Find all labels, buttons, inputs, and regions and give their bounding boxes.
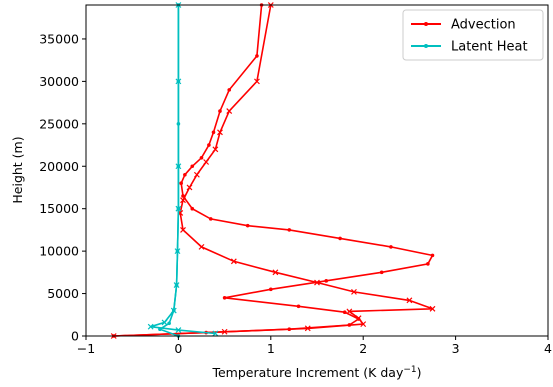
y-tick-label: 35000: [39, 31, 79, 46]
data-point: [360, 321, 367, 328]
data-point: [430, 253, 435, 258]
series-profile-1: [110, 2, 436, 339]
data-point: [351, 288, 357, 295]
data-point: [218, 109, 222, 113]
x-axis-label-close: ): [417, 365, 422, 380]
data-point: [186, 184, 193, 191]
data-point: [190, 164, 195, 169]
y-tick-label: 30000: [39, 74, 79, 89]
data-point: [212, 330, 219, 337]
data-point: [389, 245, 393, 249]
data-point: [355, 315, 362, 322]
data-point: [346, 308, 353, 315]
x-tick-label: 3: [452, 341, 460, 356]
data-point: [221, 328, 228, 335]
x-tick-label: 1: [267, 341, 275, 356]
data-point: [175, 205, 182, 212]
data-point: [193, 171, 200, 178]
data-point: [211, 130, 216, 135]
data-point: [230, 258, 237, 265]
data-point: [269, 287, 273, 292]
data-point: [254, 78, 260, 85]
x-tick-label: −1: [77, 341, 95, 356]
data-point: [199, 155, 204, 160]
data-point: [429, 305, 436, 312]
data-point: [180, 226, 186, 233]
data-point: [227, 88, 232, 92]
data-point: [207, 143, 211, 147]
data-point: [180, 197, 186, 204]
y-tick-label: 10000: [39, 244, 79, 259]
data-point: [183, 172, 187, 177]
data-point: [198, 243, 205, 250]
data-point: [296, 304, 301, 309]
data-point: [173, 282, 180, 289]
x-tick-label: 2: [359, 341, 367, 356]
data-point: [287, 228, 292, 232]
data-point: [245, 223, 250, 228]
y-tick-label: 0: [71, 329, 79, 344]
data-point: [175, 78, 182, 85]
y-tick-label: 20000: [39, 159, 79, 174]
x-tick-label: 0: [174, 341, 182, 356]
legend-item: Latent Heat: [411, 40, 528, 55]
data-point: [170, 307, 177, 314]
data-point: [426, 262, 430, 266]
y-tick-label: 15000: [39, 201, 79, 216]
data-point: [179, 181, 183, 186]
legend: Advection Latent Heat: [402, 9, 544, 61]
data-point: [226, 108, 233, 115]
data-point: [161, 319, 168, 326]
legend-label: Advection: [451, 18, 516, 33]
data-point: [174, 248, 181, 255]
legend-label: Latent Heat: [451, 40, 528, 55]
data-point: [324, 279, 329, 283]
x-axis-label: Temperature Increment (K day−1): [211, 365, 421, 380]
axes-layer: −1 0 1 2 3 4050001000015000200002500030000350…: [39, 4, 552, 356]
data-point: [272, 269, 279, 276]
y-tick-label: 5000: [47, 286, 79, 301]
legend-box: [402, 9, 544, 61]
data-point: [147, 323, 154, 330]
y-axis-label: Height (m): [10, 136, 25, 203]
data-point: [175, 163, 182, 170]
legend-marker: [424, 44, 428, 48]
data-point: [212, 146, 219, 153]
data-point: [208, 217, 213, 221]
data-point: [167, 321, 171, 326]
series-profile-3: [147, 2, 219, 337]
x-axis-label-exponent: −1: [403, 365, 416, 375]
series-layer: [110, 2, 436, 339]
data-point: [342, 310, 347, 315]
data-point: [314, 279, 320, 286]
data-point: [190, 206, 195, 211]
data-point: [406, 297, 413, 304]
data-point: [379, 270, 384, 275]
x-tick-label: 4: [544, 341, 552, 356]
data-point: [255, 54, 259, 58]
data-point: [304, 325, 311, 332]
y-tick-label: 25000: [39, 116, 79, 131]
data-point: [203, 159, 210, 165]
plot-frame: [85, 4, 549, 337]
data-point: [175, 327, 182, 333]
data-point: [338, 236, 342, 241]
data-point: [222, 296, 227, 300]
legend-item: Advection: [411, 18, 516, 33]
legend-marker: [424, 22, 428, 26]
x-axis-label-text: Temperature Increment (K day: [211, 365, 403, 380]
data-point: [217, 129, 223, 136]
